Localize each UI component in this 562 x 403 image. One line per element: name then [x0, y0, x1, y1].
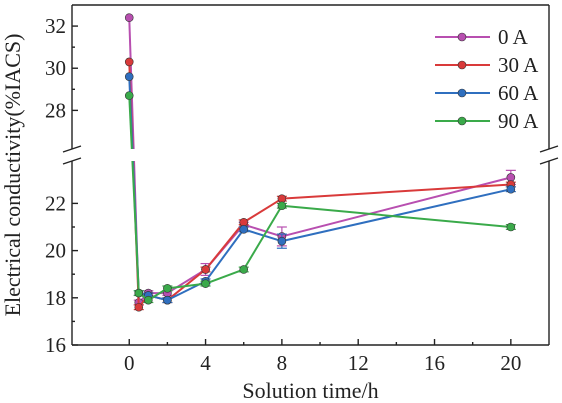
x-tick-label: 12: [348, 351, 369, 375]
series-line-segment: [166, 268, 207, 301]
data-point: [134, 288, 144, 298]
series-line-segment: [167, 282, 206, 290]
y-tick-label: 30: [45, 56, 66, 80]
legend-marker: [457, 60, 467, 70]
series-line-segment: [243, 228, 283, 243]
series-line-segment: [243, 223, 283, 238]
series-line-segment: [281, 183, 511, 200]
y-tick-label: 22: [45, 191, 66, 215]
axis-break-mark: [539, 157, 559, 165]
data-point: [163, 295, 172, 305]
axis-break-mark: [539, 145, 559, 153]
data-point: [506, 222, 516, 232]
series-line-segment: [281, 204, 511, 228]
y-tick-label: 18: [45, 286, 66, 310]
data-point: [124, 13, 134, 22]
series-line-segment: [204, 228, 245, 282]
x-tick-label: 4: [200, 351, 211, 375]
series-30a: [124, 57, 516, 312]
x-tick-label: 20: [500, 351, 521, 375]
y-tick-label: 28: [45, 98, 66, 122]
legend-label: 90 A: [498, 109, 539, 133]
data-point: [124, 72, 134, 81]
data-point: [201, 265, 210, 274]
data-point: [124, 57, 134, 67]
legend-label: 0 A: [498, 25, 529, 49]
x-tick-label: 0: [124, 351, 135, 375]
series-line-segment: [128, 95, 133, 150]
axis-break-mark: [62, 157, 82, 165]
data-point: [239, 225, 249, 234]
series-line-segment: [281, 188, 512, 243]
legend-item: 90 A: [435, 109, 539, 133]
x-tick-label: 16: [424, 351, 445, 375]
legend-item: 60 A: [435, 81, 539, 105]
series-line-segment: [204, 221, 245, 271]
series-0a: [124, 13, 516, 307]
legend-item: 0 A: [435, 25, 529, 49]
legend-label: 30 A: [498, 53, 539, 77]
y-tick-label: 32: [45, 14, 66, 38]
series-line-segment: [242, 205, 283, 270]
data-point: [277, 236, 287, 246]
legend-marker: [457, 88, 467, 98]
data-point: [134, 302, 144, 312]
data-point: [277, 201, 287, 211]
axis-break-mark: [62, 145, 82, 153]
series-group: [124, 13, 516, 312]
series-90a: [124, 91, 516, 305]
legend: 0 A 30 A 60 A 90 A: [435, 25, 539, 133]
series-line-segment: [128, 17, 135, 150]
legend-item: 30 A: [435, 53, 539, 77]
series-line-segment: [205, 268, 245, 285]
axes: 0 4 8 12 16 20 16 18 20 22 28 30 32: [45, 4, 559, 375]
x-axis-title: Solution time/h: [242, 378, 378, 403]
x-tick-label: 8: [277, 351, 288, 375]
series-line-segment: [131, 160, 140, 294]
data-point: [144, 295, 153, 305]
y-tick-label: 20: [45, 239, 66, 263]
y-tick-label: 16: [45, 333, 66, 357]
series-line-segment: [243, 197, 283, 224]
data-point: [201, 279, 210, 288]
data-point: [506, 184, 516, 194]
legend-marker: [457, 116, 467, 126]
data-point: [163, 284, 172, 293]
data-point: [239, 265, 249, 274]
legend-marker: [457, 32, 467, 42]
data-point: [124, 91, 134, 100]
y-axis-title: Electrical conductivity(%IACS): [0, 34, 25, 317]
legend-label: 60 A: [498, 81, 539, 105]
